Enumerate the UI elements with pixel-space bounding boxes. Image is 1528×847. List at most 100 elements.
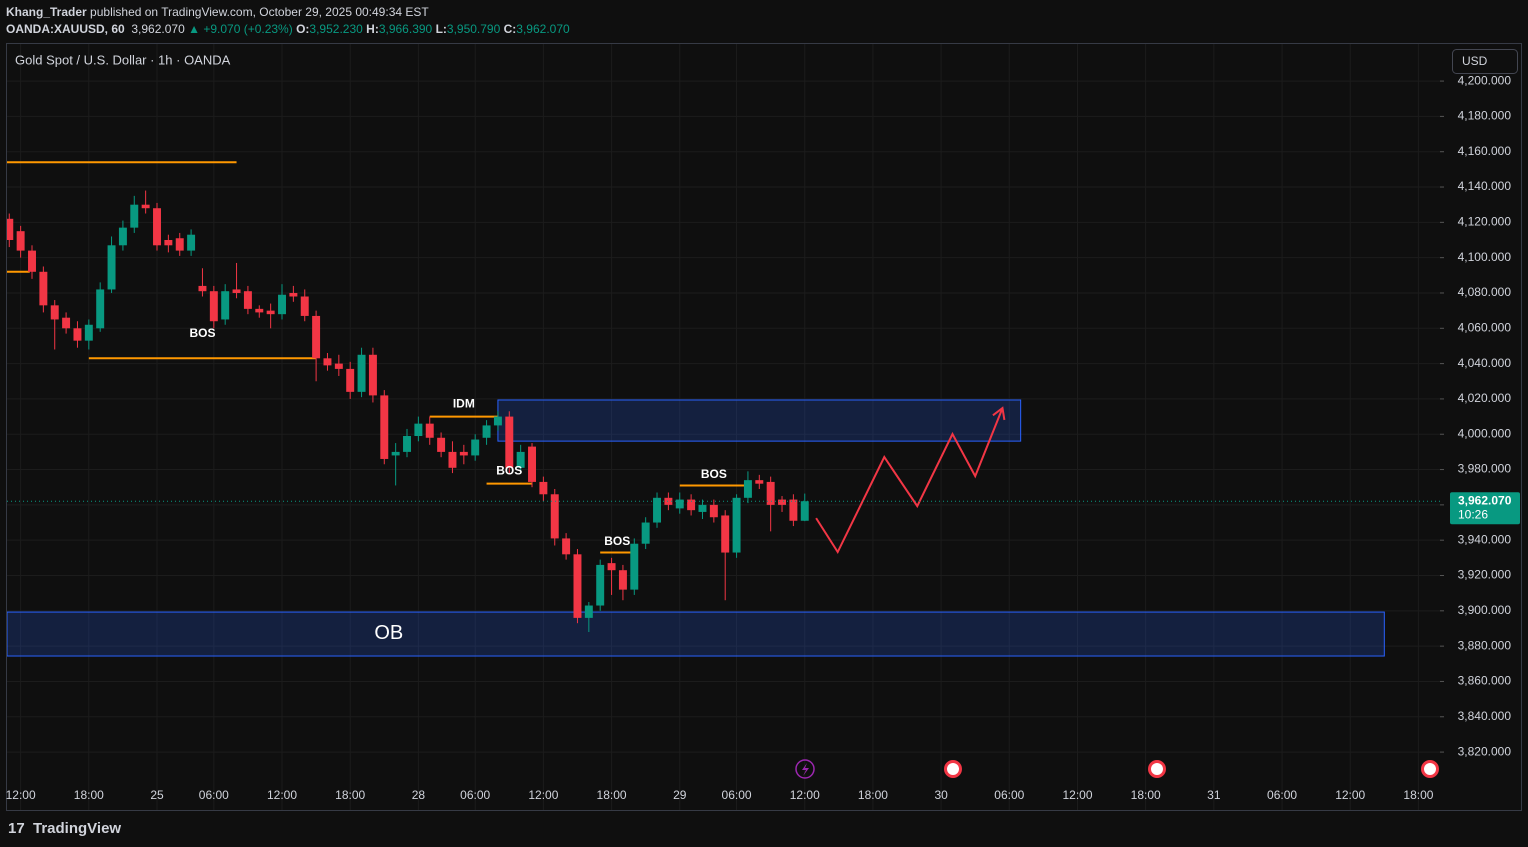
candle-body (596, 564, 605, 606)
level-label: IDM (453, 396, 475, 410)
candle-body (84, 324, 93, 341)
last: 3,962.070 (131, 22, 185, 36)
x-tick-label: 18:00 (335, 788, 365, 802)
brand: TradingView (33, 820, 121, 837)
x-tick-label: 29 (673, 788, 687, 802)
candle-body (482, 425, 491, 438)
candle-body (62, 317, 71, 329)
candle-body (118, 227, 127, 246)
candle-body (539, 481, 548, 495)
candle-body (391, 451, 400, 456)
candle-body (687, 499, 696, 511)
o: 3,952.230 (309, 22, 363, 36)
candle-body (789, 499, 798, 521)
candle-body (493, 416, 502, 426)
x-tick-label: 06:00 (722, 788, 752, 802)
y-tick-label: 4,120.000 (1458, 215, 1512, 229)
candle-body (16, 231, 25, 251)
l: 3,950.790 (446, 22, 501, 36)
currency-button[interactable] (1452, 49, 1518, 74)
candle-body (39, 271, 48, 306)
candle-body (550, 494, 559, 539)
candle-body (778, 499, 787, 505)
candle-body (653, 497, 661, 523)
candle-body (732, 497, 741, 553)
candle-body (175, 238, 184, 251)
flag (1424, 763, 1436, 775)
y-tick-label: 4,000.000 (1458, 426, 1512, 440)
candle-body (607, 563, 616, 571)
candle-body (448, 451, 457, 468)
candle-body (289, 292, 298, 297)
y-tick-label: 3,820.000 (1458, 744, 1512, 758)
candle-body (266, 310, 275, 315)
x-tick-label: 31 (1207, 788, 1221, 802)
y-tick-label: 4,040.000 (1458, 356, 1512, 370)
candle-body (334, 363, 343, 369)
candle-body (584, 605, 593, 618)
event-icon[interactable] (795, 759, 815, 779)
y-tick-label: 4,060.000 (1458, 320, 1512, 334)
candle-body (618, 570, 627, 590)
y-tick-label: 4,200.000 (1458, 73, 1512, 87)
x-tick-label: 30 (934, 788, 948, 802)
y-tick-label: 4,140.000 (1458, 179, 1512, 193)
candle-body (243, 291, 252, 309)
header: Khang_Trader published on TradingView.co… (6, 4, 570, 38)
candle-body (50, 305, 59, 320)
candle-body (425, 423, 434, 438)
event-icons (795, 759, 1439, 779)
h-label: H: (366, 22, 379, 36)
candle-body (709, 504, 718, 518)
l-label: L: (435, 22, 447, 36)
candle-body (471, 439, 480, 456)
candle-body (721, 515, 730, 553)
zone (497, 399, 1022, 442)
candle-body (153, 208, 161, 246)
y-tick-label: 4,020.000 (1458, 391, 1512, 405)
x-tick-label: 12:00 (1335, 788, 1365, 802)
candle-body (630, 543, 639, 590)
y-tick-label: 3,900.000 (1458, 603, 1512, 617)
x-tick-label: 25 (150, 788, 164, 802)
last-price-label: 3,962.070 (1458, 493, 1512, 507)
candle-body (766, 481, 775, 505)
candle-body (323, 358, 332, 366)
x-tick-label: 18:00 (858, 788, 888, 802)
candle-body (368, 354, 377, 396)
candle-body (130, 204, 139, 228)
c-label: C: (503, 22, 517, 36)
candle-body (755, 480, 764, 484)
projection-arrowhead (992, 406, 1006, 421)
level-label: BOS (189, 326, 215, 340)
candle-body (255, 308, 264, 313)
x-tick-label: 06:00 (994, 788, 1024, 802)
candle-body (278, 294, 286, 315)
level-label: BOS (701, 467, 727, 481)
candle-body (96, 289, 105, 329)
x-tick-label: 28 (412, 788, 426, 802)
flag (1151, 763, 1163, 775)
y-tick-label: 3,860.000 (1458, 674, 1512, 688)
x-tick-label: 06:00 (460, 788, 490, 802)
candle-body (28, 250, 36, 272)
x-tick-label: 06:00 (1267, 788, 1297, 802)
y-tick-label: 3,880.000 (1458, 638, 1512, 652)
candle-body (357, 354, 366, 392)
candle-body (346, 368, 355, 392)
candle-body (380, 395, 389, 459)
candle-body (641, 522, 650, 544)
candle-body (698, 504, 707, 512)
brand-logo: 17 (8, 820, 25, 837)
y-tick-label: 3,980.000 (1458, 462, 1512, 476)
candle-body (573, 554, 582, 618)
x-tick-label: 12:00 (528, 788, 558, 802)
candle-body (209, 291, 218, 322)
candle-body (73, 328, 82, 341)
c: 3,962.070 (516, 22, 570, 36)
candle-body (164, 240, 173, 246)
candle-body (414, 423, 423, 437)
candle-body (664, 497, 673, 505)
level-label: BOS (496, 463, 522, 477)
